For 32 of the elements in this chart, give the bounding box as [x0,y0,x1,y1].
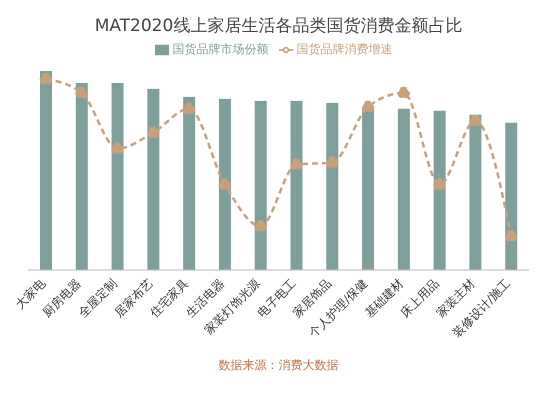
bar [326,102,338,270]
point [111,142,124,155]
bar [76,82,88,270]
source-note: 数据来源：消费大数据 [218,357,340,374]
point [504,230,518,242]
point [326,156,338,169]
bar [40,71,52,270]
bar [469,114,482,270]
legend-label: 国货品牌消费增速 [296,42,392,56]
point [433,178,446,191]
bar [254,100,267,270]
point [362,100,374,114]
bar [218,98,231,270]
bar [505,122,518,270]
bar [147,88,160,270]
point [254,220,267,232]
bar [112,82,124,270]
bar [290,100,302,270]
point [218,178,232,191]
point [290,158,303,171]
point [147,126,160,139]
bar [183,96,196,270]
bar [362,106,374,270]
point [182,102,196,116]
chart-title: MAT2020线上家居生活各品类国货消费金额占比 [94,15,464,37]
legend-label: 国货品牌市场份额 [172,42,268,56]
bar [398,108,410,270]
point [469,114,482,127]
point [398,86,410,100]
bar [434,110,446,270]
point [40,72,52,86]
point [75,86,88,100]
